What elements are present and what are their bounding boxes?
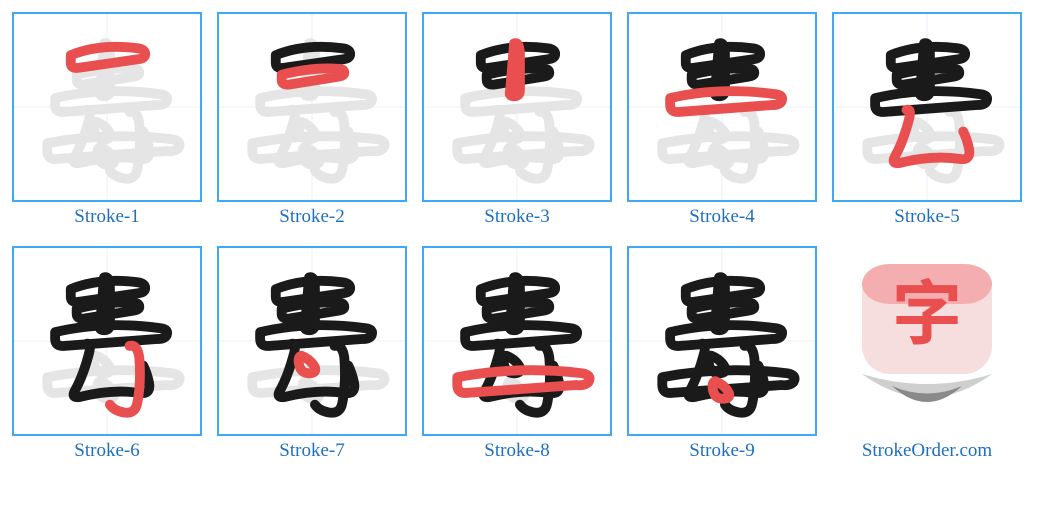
stroke-label: Stroke-3 — [484, 206, 549, 228]
stroke-tile-2 — [217, 12, 407, 202]
stroke-tile-7 — [217, 246, 407, 436]
stroke-cell: Stroke-6 — [12, 246, 202, 462]
stroke-tile-5 — [832, 12, 1022, 202]
stroke-label: Stroke-4 — [689, 206, 754, 228]
stroke-cell: Stroke-7 — [217, 246, 407, 462]
grid-row: Stroke-1 Stroke-2 Stroke-3 Stroke-4 Stroke-5 — [12, 12, 1038, 228]
stroke-label: Stroke-6 — [74, 440, 139, 462]
stroke-tile-3 — [422, 12, 612, 202]
site-label[interactable]: StrokeOrder.com — [862, 440, 992, 462]
stroke-cell: Stroke-1 — [12, 12, 202, 228]
svg-text:字: 字 — [892, 258, 962, 359]
stroke-tile-6 — [12, 246, 202, 436]
stroke-tile-8 — [422, 246, 612, 436]
stroke-cell: Stroke-3 — [422, 12, 612, 228]
stroke-cell: Stroke-8 — [422, 246, 612, 462]
stroke-cell: Stroke-9 — [627, 246, 817, 462]
logo-tile: 字 — [832, 246, 1022, 436]
stroke-label: Stroke-7 — [279, 440, 344, 462]
stroke-cell: Stroke-2 — [217, 12, 407, 228]
stroke-tile-9 — [627, 246, 817, 436]
stroke-grid: Stroke-1 Stroke-2 Stroke-3 Stroke-4 Stroke-5… — [12, 12, 1038, 462]
stroke-cell: Stroke-4 — [627, 12, 817, 228]
stroke-label: Stroke-9 — [689, 440, 754, 462]
logo-cell: 字 StrokeOrder.com — [832, 246, 1022, 462]
stroke-tile-1 — [12, 12, 202, 202]
stroke-cell: Stroke-5 — [832, 12, 1022, 228]
stroke-label: Stroke-2 — [279, 206, 344, 228]
grid-row: Stroke-6 Stroke-7 Stroke-8 Stroke-9 字 StrokeO… — [12, 246, 1038, 462]
stroke-label: Stroke-5 — [894, 206, 959, 228]
stroke-tile-4 — [627, 12, 817, 202]
stroke-label: Stroke-1 — [74, 206, 139, 228]
stroke-label: Stroke-8 — [484, 440, 549, 462]
